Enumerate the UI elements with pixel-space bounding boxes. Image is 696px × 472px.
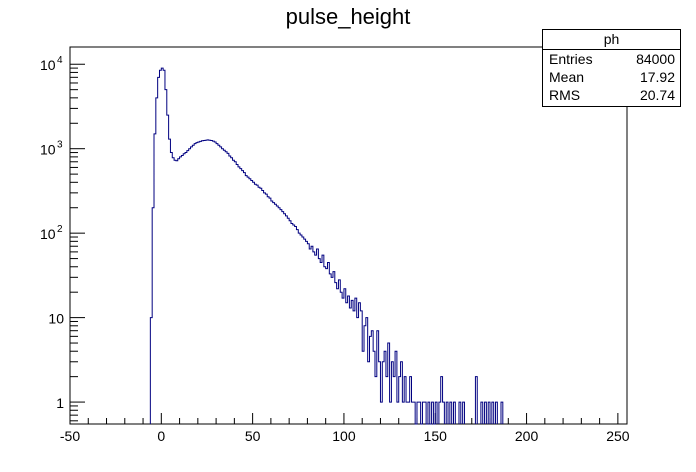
y-tick-label: 1: [56, 395, 64, 411]
stats-row-rms: RMS 20.74: [543, 86, 680, 104]
plot-frame: [69, 46, 628, 425]
stats-value: 20.74: [639, 87, 675, 103]
x-tick-label: 100: [332, 428, 356, 444]
stats-label: Mean: [549, 69, 585, 85]
x-tick-label: 50: [245, 428, 261, 444]
chart-title: pulse_height: [285, 4, 411, 29]
stats-box: ph Entries 84000 Mean 17.92 RMS 20.74: [542, 29, 681, 107]
x-tick-label: 250: [606, 428, 630, 444]
stats-title: ph: [543, 30, 680, 50]
x-tick-label: 0: [157, 428, 165, 444]
stats-value: 17.92: [639, 69, 675, 85]
x-tick-label: 150: [424, 428, 448, 444]
y-tick-label: 10: [40, 226, 56, 242]
y-tick-exponent: 3: [57, 140, 63, 151]
histogram-series: [149, 67, 504, 425]
stats-label: RMS: [549, 87, 581, 103]
stats-row-mean: Mean 17.92: [543, 68, 680, 86]
x-tick-label: 200: [515, 428, 539, 444]
x-axis: -50 0 50 100 150 200 250: [60, 413, 630, 444]
x-tick-label: -50: [60, 428, 80, 444]
y-tick-exponent: 2: [57, 224, 63, 235]
y-tick-label: 10: [40, 142, 56, 158]
y-tick-label: 10: [48, 311, 64, 327]
y-tick-label: 10: [40, 57, 56, 73]
stats-label: Entries: [549, 51, 593, 67]
stats-value: 84000: [636, 51, 675, 67]
y-tick-exponent: 4: [57, 55, 63, 66]
stats-row-entries: Entries 84000: [543, 50, 680, 68]
